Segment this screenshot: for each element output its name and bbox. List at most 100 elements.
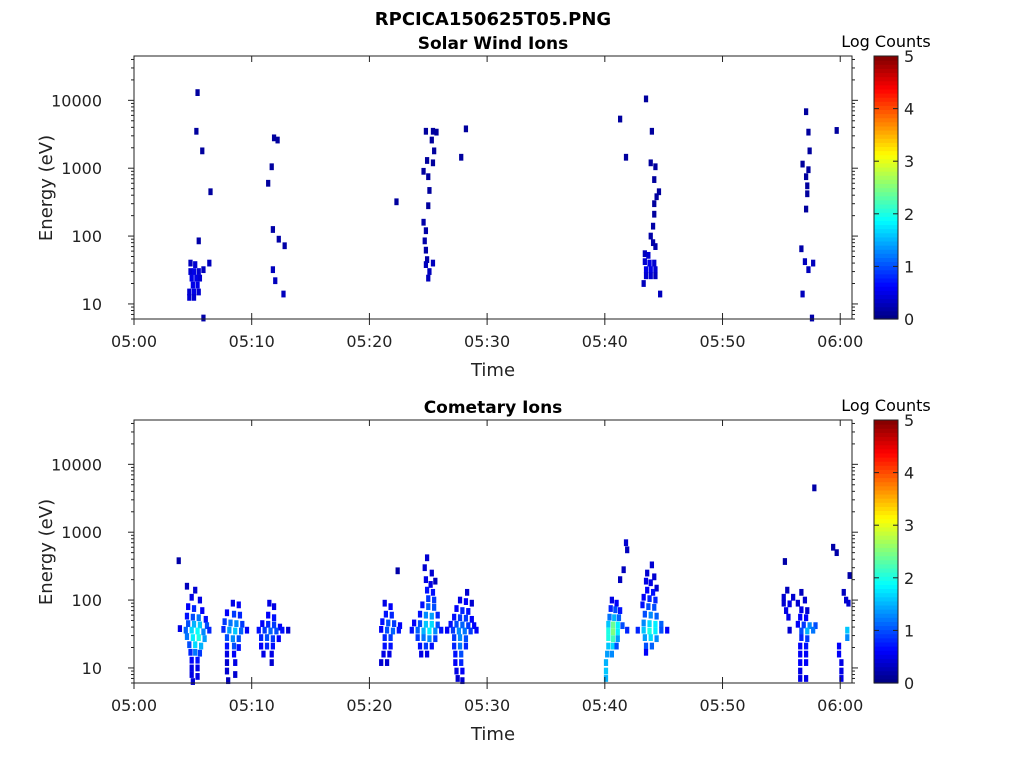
- heatmap-cell: [195, 89, 200, 96]
- heatmap-cell: [230, 635, 235, 643]
- heatmap-cell: [453, 650, 458, 658]
- heatmap-cell: [424, 586, 430, 594]
- heatmap-cell: [187, 641, 192, 649]
- heatmap-cell: [264, 634, 270, 641]
- heatmap-cell: [227, 626, 232, 634]
- colorbar-segment: [874, 298, 898, 304]
- heatmap-cell: [466, 608, 471, 615]
- colorbar-segment: [874, 138, 898, 143]
- heatmap-cell: [640, 601, 645, 609]
- heatmap-cell: [233, 671, 238, 678]
- heatmap-cell: [191, 268, 197, 275]
- colorbar-frame: [873, 55, 899, 320]
- heatmap-cell: [196, 614, 201, 622]
- heatmap-cell: [625, 546, 630, 554]
- heatmap-cell: [176, 557, 181, 565]
- heatmap-cell: [643, 648, 649, 656]
- heatmap-cell: [650, 239, 656, 247]
- heatmap-cell: [460, 607, 465, 614]
- heatmap-cell: [382, 634, 387, 641]
- heatmap-cell: [193, 648, 198, 656]
- colorbar-segment: [874, 432, 898, 438]
- heatmap-cell: [795, 599, 800, 607]
- heatmap-cell: [188, 259, 193, 267]
- heatmap-cell: [423, 227, 429, 235]
- heatmap-cell: [422, 237, 427, 245]
- colorbar-segment: [874, 514, 898, 520]
- heatmap-cell: [468, 627, 473, 635]
- heatmap-cell: [800, 290, 805, 298]
- colorbar-segment: [874, 613, 898, 618]
- heatmap-cell: [464, 588, 470, 596]
- heatmap-cell: [384, 626, 390, 634]
- heatmap-cell: [653, 163, 658, 171]
- colorbar-segment: [874, 563, 898, 569]
- heatmap-cell: [802, 596, 808, 604]
- heatmap-cell: [201, 628, 206, 636]
- colorbar-segment: [874, 666, 898, 672]
- heatmap-cell: [423, 620, 429, 628]
- heatmap-cell: [799, 606, 804, 614]
- colorbar-segment: [874, 179, 898, 184]
- colorbar-segment: [874, 641, 898, 647]
- heatmap-cell: [268, 627, 273, 635]
- heatmap-cell: [423, 611, 429, 619]
- heatmap-cell: [396, 626, 401, 634]
- heatmap-cell: [259, 642, 264, 650]
- heatmap-cell: [276, 235, 281, 243]
- heatmap-cell: [614, 642, 619, 650]
- heatmap-cell: [641, 619, 646, 627]
- heatmap-cell: [800, 160, 805, 168]
- colorbar-segment: [874, 456, 898, 462]
- heatmap-cell: [191, 288, 197, 296]
- heatmap-cell: [642, 250, 647, 258]
- x-tick-label: 05:00: [111, 696, 157, 715]
- heatmap-cell: [430, 159, 436, 167]
- heatmap-cell: [654, 612, 659, 620]
- colorbar-segment: [874, 650, 898, 655]
- heatmap-cell: [452, 613, 457, 621]
- heatmap-cell: [196, 237, 201, 245]
- heatmap-cell: [653, 243, 658, 250]
- heatmap-cell: [430, 127, 436, 135]
- heatmap-cell: [186, 620, 191, 628]
- colorbar-segment: [874, 158, 898, 164]
- cometary-heatmap-cells: [176, 484, 852, 685]
- heatmap-cell: [224, 650, 230, 658]
- heatmap-cell: [454, 605, 459, 612]
- heatmap-cell: [460, 667, 465, 675]
- heatmap-cell: [648, 232, 653, 240]
- heatmap-cell: [606, 627, 611, 635]
- colorbar-tick-label: 0: [904, 674, 914, 693]
- heatmap-cell: [642, 258, 647, 266]
- heatmap-cell: [803, 642, 809, 650]
- heatmap-cell: [277, 623, 283, 631]
- y-tick-label: 100: [71, 227, 102, 246]
- heatmap-cell: [186, 603, 191, 611]
- x-tick-label: 05:10: [229, 332, 275, 351]
- heatmap-cell: [466, 622, 471, 630]
- colorbar-segment: [874, 522, 898, 528]
- heatmap-cell: [201, 314, 206, 322]
- colorbar-segment: [874, 596, 898, 602]
- heatmap-cell: [387, 650, 392, 658]
- cometary-panel: Cometary Ions 05:00 05:10 05:20 05:30 05:40 0…: [36, 396, 931, 745]
- heatmap-cell: [603, 659, 609, 666]
- heatmap-cell: [427, 187, 432, 194]
- heatmap-cell: [203, 615, 208, 623]
- heatmap-cell: [803, 173, 809, 181]
- heatmap-cell: [459, 659, 464, 666]
- heatmap-cell: [463, 635, 469, 643]
- heatmap-cell: [409, 626, 414, 634]
- colorbar-segment: [874, 576, 898, 581]
- heatmap-cell: [799, 627, 804, 635]
- heatmap-cell: [647, 259, 652, 267]
- colorbar-segment: [874, 633, 898, 639]
- heatmap-cell: [459, 153, 464, 161]
- colorbar-segment: [874, 265, 898, 271]
- heatmap-cell: [606, 634, 611, 641]
- solar-wind-heatmap-cells: [187, 89, 839, 322]
- heatmap-cell: [207, 626, 212, 634]
- heatmap-cell: [423, 576, 429, 584]
- colorbar-segment: [874, 146, 898, 152]
